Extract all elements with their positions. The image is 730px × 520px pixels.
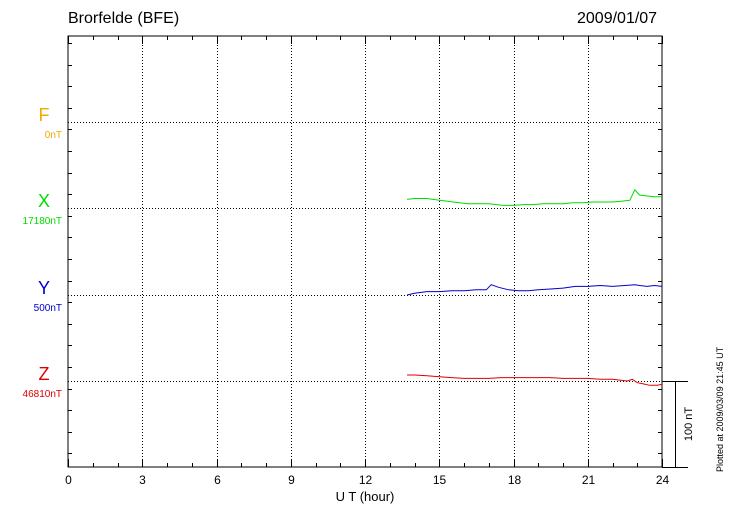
x-tick-label-5: 15 xyxy=(433,473,447,487)
series-name-f: F xyxy=(39,105,50,125)
series-line-y xyxy=(406,284,663,296)
series-baseline-x: 17180nT xyxy=(23,216,62,227)
series-line-x xyxy=(407,189,662,206)
x-tick-label-3: 9 xyxy=(288,473,295,487)
x-tick-label-1: 3 xyxy=(139,473,146,487)
date-title: 2009/01/07 xyxy=(577,10,658,27)
scale-bar-label: 100 nT xyxy=(683,407,695,442)
series-baseline-y: 500nT xyxy=(34,303,62,314)
series-line-z xyxy=(407,374,663,386)
series-baseline-z: 46810nT xyxy=(23,389,62,400)
x-tick-label-0: 0 xyxy=(65,473,72,487)
series-name-y: Y xyxy=(38,278,50,298)
series-name-z: Z xyxy=(39,364,50,384)
station-title: Brorfelde (BFE) xyxy=(68,10,180,27)
x-tick-label-4: 12 xyxy=(359,473,373,487)
series-name-x: X xyxy=(38,191,50,211)
x-tick-label-7: 21 xyxy=(582,473,596,487)
x-tick-label-6: 18 xyxy=(508,473,522,487)
x-axis-label: U T (hour) xyxy=(336,489,395,504)
x-tick-label-8: 24 xyxy=(656,473,670,487)
series-baseline-f: 0nT xyxy=(45,130,62,141)
plotted-timestamp: Plotted at 2009/03/09 21:45 UT xyxy=(715,346,725,472)
x-tick-label-2: 6 xyxy=(214,473,221,487)
